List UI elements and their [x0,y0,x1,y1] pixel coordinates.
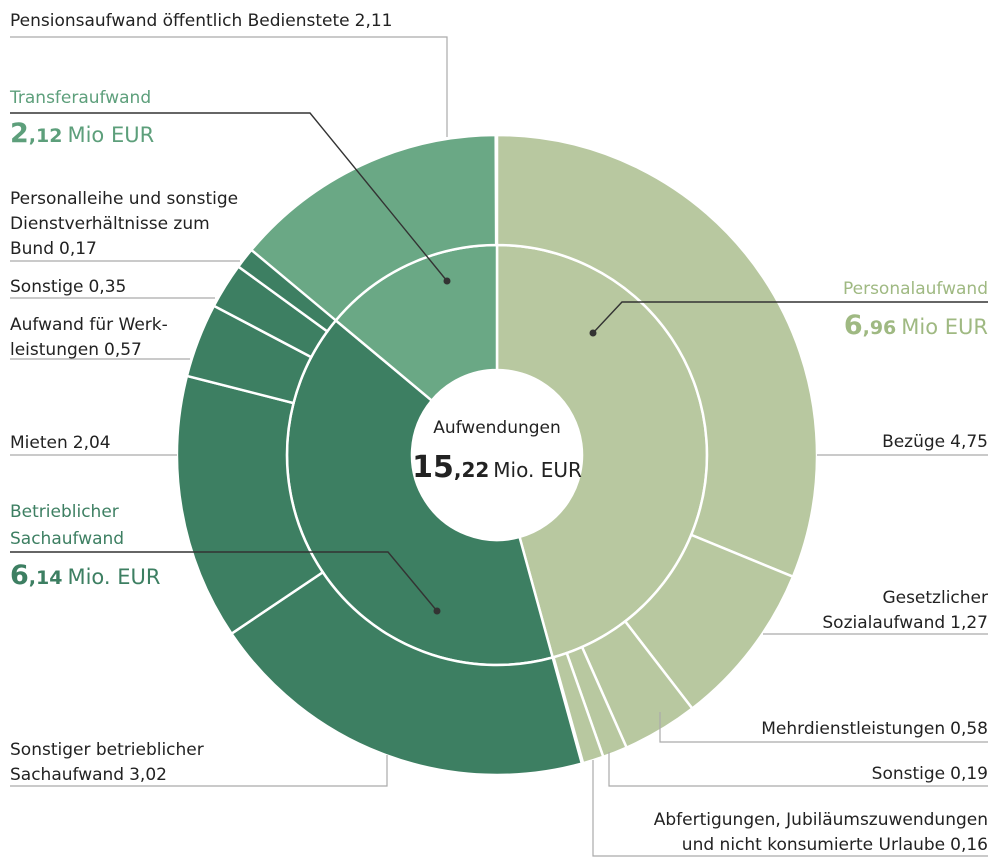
segment-label: Dienstverhältnisse zum [10,214,210,234]
group-leader [10,112,448,282]
segment-label: Abfertigungen, Jubiläumszuwendungen [654,810,988,830]
group-value: 6,14 [10,560,62,591]
segment-name: leistungen [10,340,99,360]
segment-label: Sonstige 0,35 [10,277,126,297]
segment-name: Pensionsaufwand öffentlich Bedienstete [10,11,350,31]
segment-name: Sonstige [872,764,945,784]
leader-line [608,752,988,787]
center-hole [412,370,582,540]
leader-dot [433,607,441,615]
group-value-label: 6,96 Mio EUR [844,310,988,341]
group-name: Transferaufwand [9,88,151,108]
segment-name: Sonstiger betrieblicher [10,740,204,760]
segment-name: und nicht konsumierte Urlaube [682,835,945,855]
group-leader [592,301,988,334]
group-value-label: 2,12 Mio EUR [10,118,154,149]
leader-line [10,755,388,787]
segment-name: Aufwand für Werk- [10,315,168,335]
segment-value: 0,17 [59,239,97,259]
segment-label: Mehrdienstleistungen 0,58 [761,719,988,739]
segment-name: Sachaufwand [10,765,124,785]
group-unit: Mio EUR [67,123,154,147]
group-unit: Mio. EUR [67,565,160,589]
segment-name: Abfertigungen, Jubiläumszuwendungen [654,810,988,830]
leader-dot [589,329,597,337]
segment-label: Sachaufwand 3,02 [10,765,167,785]
segment-label: Gesetzlicher [882,588,988,608]
segment-value: 0,19 [950,764,988,784]
leader-line [659,712,988,743]
segment-value: 1,27 [950,613,988,633]
segment-name: Personalleihe und sonstige [10,189,238,209]
outer-sector [249,133,498,323]
segment-value: 0,35 [88,277,126,297]
segment-label: Mieten 2,04 [10,433,111,453]
segment-value: 4,75 [950,432,988,452]
outer-sector [229,570,584,777]
total-unit: Mio. EUR [493,458,582,482]
group-leader [10,551,438,612]
total-value: 15,22 [412,450,489,485]
segment-value: 3,02 [129,765,167,785]
group-name: Betrieblicher [10,502,119,522]
segment-value: 2,04 [73,433,111,453]
group-name: Sachaufwand [10,529,124,549]
group-value-label: 6,14 Mio. EUR [10,560,160,591]
outer-sector [495,133,819,579]
group-unit: Mio EUR [901,315,988,339]
segment-value: 0,58 [950,719,988,739]
segment-label: Personalleihe und sonstige [10,189,238,209]
segment-label: Pensionsaufwand öffentlich Bedienstete 2,… [10,11,392,31]
segment-label: Sonstiger betrieblicher [10,740,204,760]
segment-label: und nicht konsumierte Urlaube 0,16 [682,835,988,855]
segment-label: Bezüge 4,75 [882,432,988,452]
segment-name: Sozialaufwand [822,613,945,633]
segment-name: Bund [10,239,54,259]
segment-name: Mehrdienstleistungen [761,719,945,739]
group-name: Personalaufwand [843,279,988,299]
segment-label: Sonstige 0,19 [872,764,988,784]
segment-value: 2,11 [355,11,393,31]
segment-name: Gesetzlicher [882,588,988,608]
segment-value: 0,16 [950,835,988,855]
segment-label: Aufwand für Werk- [10,315,168,335]
leader-dot [443,277,451,285]
leader-line [592,760,988,857]
segment-value: 0,57 [104,340,142,360]
segment-name: Bezüge [882,432,945,452]
segment-name: Mieten [10,433,68,453]
segment-label: leistungen 0,57 [10,340,142,360]
segment-label: Sozialaufwand 1,27 [822,613,988,633]
center-total: 15,22 Mio. EUR [412,450,582,485]
segment-name: Dienstverhältnisse zum [10,214,210,234]
leader-line [10,36,448,137]
segment-name: Sonstige [10,277,83,297]
group-value: 6,96 [844,310,896,341]
center-label: Aufwendungen [433,418,561,438]
segment-label: Bund 0,17 [10,239,97,259]
group-value: 2,12 [10,118,62,149]
